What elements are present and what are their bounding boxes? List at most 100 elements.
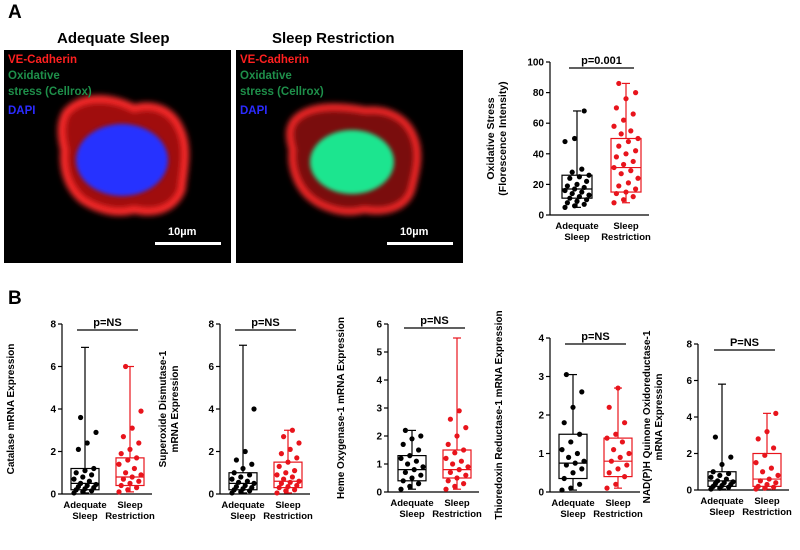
data-point <box>443 455 449 461</box>
y-tick-label: 5 <box>376 348 382 359</box>
data-point <box>755 483 761 489</box>
y-axis-label-line: NAD(P)H Quinone Oxidoreductase-1 <box>642 330 653 503</box>
data-point <box>584 178 590 184</box>
data-point <box>289 474 295 480</box>
y-axis-label-line: Catalase mRNA Expression <box>6 344 17 475</box>
data-point <box>244 478 250 484</box>
data-point <box>116 461 122 467</box>
data-point <box>625 138 631 145</box>
data-point <box>564 183 570 189</box>
legend-oxidative: Oxidative <box>8 70 60 82</box>
data-point <box>755 436 761 442</box>
data-point <box>572 135 578 142</box>
data-point <box>86 478 92 484</box>
data-point <box>569 169 575 175</box>
data-point <box>127 446 133 452</box>
data-point <box>586 192 592 198</box>
data-point <box>563 462 569 468</box>
data-point <box>278 451 284 457</box>
x-category-label: Adequate <box>390 498 433 509</box>
y-tick-label: 8 <box>208 320 214 331</box>
x-category-label: Sleep <box>230 511 256 522</box>
oxidative-stress-box-plot: 0 20 40 60 80 100 Oxidative Stress(Florescence… <box>485 55 651 243</box>
data-point <box>450 461 456 467</box>
data-point <box>710 469 716 475</box>
x-category-label: Restriction <box>105 511 155 522</box>
cell-stain-illustration <box>286 103 421 216</box>
x-category-label: Restriction <box>432 509 482 520</box>
data-point <box>445 478 451 484</box>
thioredoxin-reductase-box-plot: 0 1 2 3 4 Thioredoxin Reductase-1 mRNA Expres… <box>494 310 643 520</box>
data-point <box>633 148 639 154</box>
data-point <box>561 475 567 482</box>
x-category-label: Sleep <box>275 500 301 511</box>
data-point <box>708 474 714 480</box>
data-point <box>251 480 257 486</box>
data-point <box>630 194 636 200</box>
data-point <box>753 460 759 466</box>
y-axis-label: Oxidative Stress(Florescence Intensity) <box>485 81 509 195</box>
data-point <box>619 439 625 445</box>
data-point <box>402 469 408 475</box>
x-category-label: Adequate <box>221 500 264 511</box>
data-point <box>123 363 129 370</box>
scale-bar <box>155 242 221 245</box>
data-point <box>249 461 255 467</box>
data-point <box>579 189 585 195</box>
y-tick-label: 2 <box>538 411 544 422</box>
heme-oxygenase-box-plot: 0 1 2 3 4 5 6 Heme Oxygenase-1 mRNA Expression p… <box>336 315 482 520</box>
data-point <box>118 451 124 457</box>
data-point <box>274 472 280 478</box>
data-point <box>561 420 567 426</box>
image-title-adequate-sleep: Adequate Sleep <box>57 30 170 47</box>
data-point <box>568 485 574 491</box>
y-tick-label: 2 <box>686 449 692 460</box>
data-point <box>276 463 282 469</box>
y-axis-label-line: (Florescence Intensity) <box>497 81 509 195</box>
data-point <box>764 481 770 488</box>
data-point <box>562 187 568 194</box>
data-point <box>420 464 426 470</box>
data-point <box>240 465 246 472</box>
p-value-label: p=NS <box>93 317 121 329</box>
y-axis-label: Superoxide Dismutase-1mRNA Expression <box>158 350 181 467</box>
data-point <box>628 128 634 134</box>
data-point <box>766 476 772 482</box>
data-point <box>613 154 619 160</box>
legend-ve-cadherin: VE-Cadherin <box>240 54 310 66</box>
data-point <box>622 474 628 480</box>
legend-oxidative: Oxidative <box>240 70 292 82</box>
data-point <box>238 474 244 480</box>
data-point <box>564 200 570 206</box>
data-point <box>402 427 408 433</box>
data-point <box>576 194 582 200</box>
data-point <box>458 458 464 464</box>
data-point <box>82 468 88 474</box>
y-tick-label: 4 <box>686 413 692 424</box>
data-point <box>129 474 135 480</box>
data-point <box>89 472 95 478</box>
x-category-label: Sleep <box>399 509 425 520</box>
data-point <box>131 465 137 472</box>
data-point <box>129 425 135 431</box>
data-point <box>93 481 99 488</box>
data-point <box>616 183 622 189</box>
data-point <box>569 190 575 197</box>
data-point <box>757 478 763 484</box>
data-point <box>84 440 90 446</box>
y-tick-label: 40 <box>533 149 545 160</box>
data-point <box>134 455 140 461</box>
data-point <box>456 467 462 473</box>
data-point <box>281 434 287 440</box>
data-point <box>567 195 573 201</box>
data-point <box>615 466 621 472</box>
data-point <box>242 448 248 455</box>
data-point <box>771 445 777 451</box>
data-point <box>136 478 142 484</box>
y-tick-label: 4 <box>538 334 544 345</box>
x-category-label: Restriction <box>263 511 313 522</box>
y-axis-label-line: Oxidative Stress <box>485 97 497 179</box>
data-point <box>463 472 469 478</box>
x-category-label: Restriction <box>742 507 792 518</box>
y-tick-label: 3 <box>376 404 382 415</box>
